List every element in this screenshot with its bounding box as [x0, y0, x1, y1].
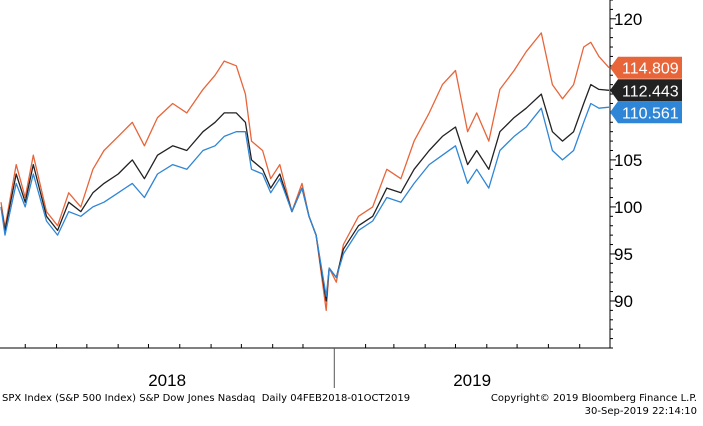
- series-line-0: [0, 32, 610, 312]
- y-tick-label: 90: [614, 292, 633, 311]
- last-value-text: 110.561: [622, 105, 679, 122]
- last-value-tag-bg: [610, 79, 682, 102]
- timestamp-text: 30-Sep-2019 22:14:10: [584, 406, 697, 417]
- x-year-label: 2019: [453, 371, 491, 390]
- series-group: [0, 32, 610, 312]
- y-tick-label: 100: [614, 198, 642, 217]
- last-value-text: 114.809: [622, 61, 679, 78]
- last-value-tag: 112.443: [610, 79, 682, 102]
- series-line-2: [0, 102, 610, 297]
- last-value-tag: 110.561: [610, 101, 682, 124]
- series-line-1: [0, 83, 610, 302]
- footer-source: SPX Index (S&P 500 Index) S&P Dow Jones …: [2, 393, 411, 404]
- last-value-text: 112.443: [622, 83, 679, 100]
- y-tick-label: 120: [614, 10, 642, 29]
- y-tick-label: 105: [614, 151, 642, 170]
- axes-group: 909510010511011512020182019: [0, 0, 642, 390]
- last-value-tag-bg: [610, 56, 682, 79]
- footer-copyright: Copyright© 2019 Bloomberg Finance L.P. 3…: [491, 392, 697, 418]
- y-tick-label: 95: [614, 245, 633, 264]
- last-value-tag-bg: [610, 101, 682, 124]
- copyright-text: Copyright© 2019 Bloomberg Finance L.P.: [490, 393, 697, 404]
- x-year-label: 2018: [148, 371, 186, 390]
- last-value-labels: 114.809 112.443 110.561: [610, 56, 682, 124]
- last-value-tag: 114.809: [610, 56, 682, 79]
